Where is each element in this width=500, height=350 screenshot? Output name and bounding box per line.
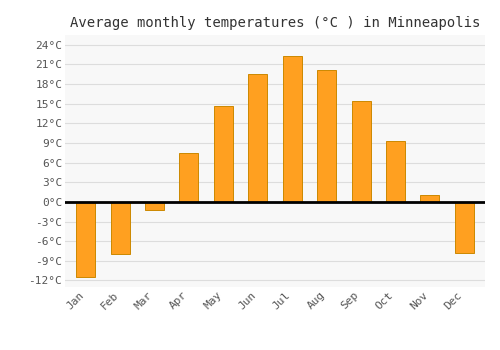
Bar	[76, 202, 95, 277]
Bar	[110, 202, 130, 254]
Title: Average monthly temperatures (°C ) in Minneapolis: Average monthly temperatures (°C ) in Mi…	[70, 16, 480, 30]
Bar	[455, 202, 474, 253]
Bar	[145, 202, 164, 210]
Bar	[282, 56, 302, 202]
Bar	[317, 70, 336, 202]
Bar	[180, 153, 199, 202]
Bar	[352, 101, 370, 202]
Bar	[420, 195, 440, 202]
Bar	[214, 106, 233, 202]
Bar	[386, 141, 405, 202]
Bar	[248, 74, 268, 202]
